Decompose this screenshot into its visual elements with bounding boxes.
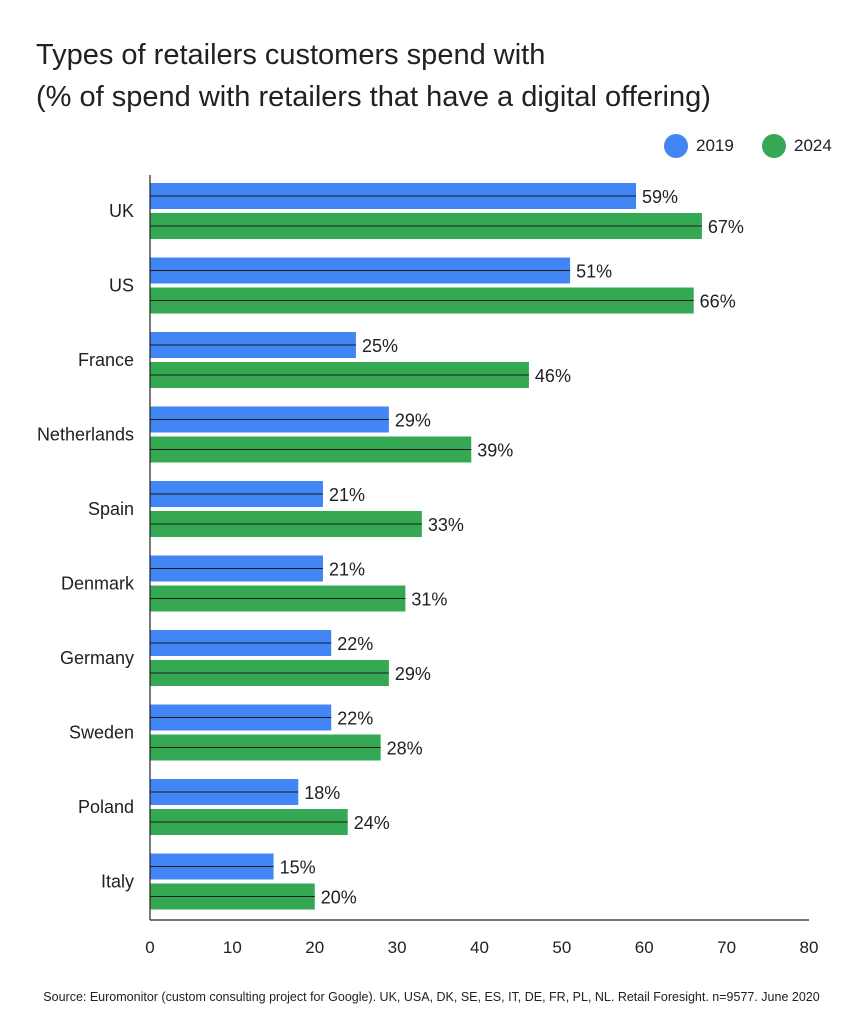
data-label-spain-2019: 21%	[329, 485, 365, 505]
data-label-sweden-2019: 22%	[337, 709, 373, 729]
data-label-france-2024: 46%	[535, 366, 571, 386]
category-label-sweden: Sweden	[69, 723, 134, 743]
category-label-spain: Spain	[88, 499, 134, 519]
data-label-france-2019: 25%	[362, 336, 398, 356]
data-label-germany-2019: 22%	[337, 634, 373, 654]
category-label-germany: Germany	[60, 648, 134, 668]
category-label-denmark: Denmark	[61, 574, 135, 594]
chart-title-line-1: Types of retailers customers spend with	[36, 39, 546, 71]
data-label-poland-2024: 24%	[354, 813, 390, 833]
data-label-uk-2019: 59%	[642, 187, 678, 207]
data-label-sweden-2024: 28%	[387, 739, 423, 759]
x-tick-label-20: 20	[305, 938, 324, 957]
data-label-us-2019: 51%	[576, 262, 612, 282]
category-label-us: US	[109, 276, 134, 296]
category-label-poland: Poland	[78, 797, 134, 817]
category-label-uk: UK	[109, 201, 134, 221]
data-label-italy-2024: 20%	[321, 888, 357, 908]
data-label-netherlands-2019: 29%	[395, 411, 431, 431]
x-tick-label-10: 10	[223, 938, 242, 957]
legend-label-2019: 2019	[696, 136, 734, 155]
data-label-uk-2024: 67%	[708, 217, 744, 237]
category-label-netherlands: Netherlands	[37, 425, 134, 445]
data-label-us-2024: 66%	[700, 292, 736, 312]
data-label-germany-2024: 29%	[395, 664, 431, 684]
legend-swatch-2024	[762, 134, 786, 158]
category-label-france: France	[78, 350, 134, 370]
x-tick-label-80: 80	[800, 938, 819, 957]
data-label-spain-2024: 33%	[428, 515, 464, 535]
data-label-italy-2019: 15%	[280, 858, 316, 878]
x-tick-label-70: 70	[717, 938, 736, 957]
x-tick-label-30: 30	[388, 938, 407, 957]
legend-label-2024: 2024	[794, 136, 832, 155]
legend-item-2019: 2019	[664, 133, 734, 159]
chart-title-line-2: (% of spend with retailers that have a d…	[36, 81, 711, 113]
data-label-poland-2019: 18%	[304, 783, 340, 803]
data-label-denmark-2019: 21%	[329, 560, 365, 580]
x-tick-label-50: 50	[552, 938, 571, 957]
data-label-netherlands-2024: 39%	[477, 441, 513, 461]
chart-title: Types of retailers customers spend with …	[36, 34, 836, 118]
x-tick-label-40: 40	[470, 938, 489, 957]
source-note: Source: Euromonitor (custom consulting p…	[43, 990, 820, 1004]
legend-swatch-2019	[664, 134, 688, 158]
x-tick-label-0: 0	[145, 938, 154, 957]
x-tick-label-60: 60	[635, 938, 654, 957]
category-label-italy: Italy	[101, 872, 134, 892]
legend-item-2024: 2024	[762, 133, 832, 159]
data-label-denmark-2024: 31%	[411, 590, 447, 610]
